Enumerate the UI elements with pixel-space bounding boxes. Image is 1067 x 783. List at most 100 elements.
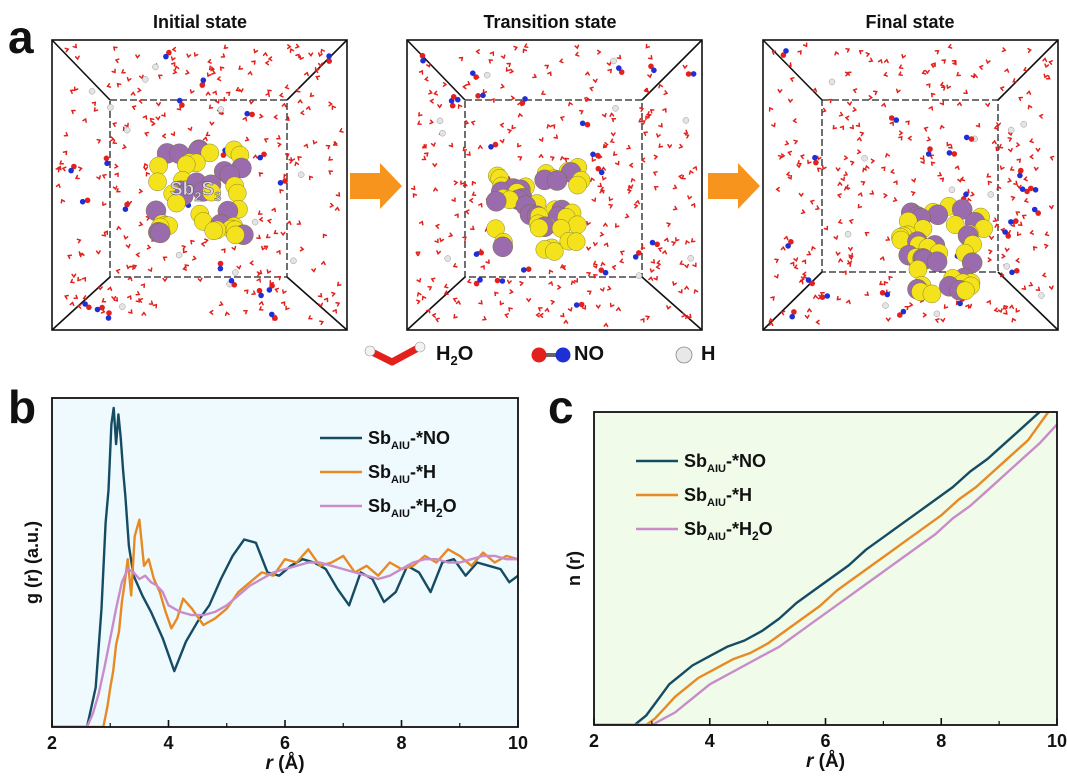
water-molecule xyxy=(151,121,156,127)
water-molecule xyxy=(653,275,658,281)
water-molecule xyxy=(783,235,789,241)
water-molecule xyxy=(1048,285,1054,291)
s-atom xyxy=(200,143,220,163)
water-molecule xyxy=(78,166,83,172)
water-molecule xyxy=(162,277,168,283)
water-molecule xyxy=(939,100,945,106)
water-molecule xyxy=(835,251,841,257)
water-molecule xyxy=(548,269,554,275)
water-molecule xyxy=(71,273,77,279)
water-molecule xyxy=(471,191,477,197)
water-molecule xyxy=(1017,221,1023,227)
arrow-icon xyxy=(708,163,760,209)
water-molecule xyxy=(257,210,263,215)
water-molecule xyxy=(285,305,290,311)
water-molecule xyxy=(282,289,287,295)
water-molecule xyxy=(993,307,999,313)
hydrogen-atom xyxy=(175,251,183,259)
water-molecule xyxy=(111,295,117,301)
water-molecule xyxy=(535,312,540,318)
water-molecule xyxy=(685,239,690,245)
water-molecule xyxy=(560,263,566,269)
water-molecule xyxy=(928,105,934,111)
water-molecule xyxy=(646,113,651,119)
water-molecule xyxy=(97,285,103,291)
no-molecule xyxy=(1031,206,1041,216)
water-molecule xyxy=(112,185,118,191)
no-molecule xyxy=(105,310,112,321)
water-molecule xyxy=(452,297,458,303)
water-molecule xyxy=(210,66,216,72)
water-molecule xyxy=(182,266,188,271)
water-molecule xyxy=(453,180,459,186)
x-tick-label: 4 xyxy=(163,733,173,753)
water-molecule xyxy=(815,319,820,325)
hydrogen-atom xyxy=(142,76,149,83)
no-molecule xyxy=(879,290,891,298)
water-molecule xyxy=(469,225,475,230)
state-title-final: Final state xyxy=(865,12,955,32)
water-molecule xyxy=(72,43,78,49)
water-molecule xyxy=(602,222,608,227)
s-atom xyxy=(148,172,167,192)
no-molecule xyxy=(963,134,975,142)
water-molecule xyxy=(627,189,632,194)
water-molecule xyxy=(681,312,687,318)
no-molecule xyxy=(521,266,532,273)
no-molecule xyxy=(217,260,224,272)
water-molecule xyxy=(645,315,651,321)
water-molecule xyxy=(517,112,523,118)
water-molecule xyxy=(114,172,119,178)
water-molecule xyxy=(1044,63,1050,69)
water-molecule xyxy=(1009,166,1015,171)
water-molecule xyxy=(78,251,84,257)
water-molecule xyxy=(957,177,963,183)
no-molecule xyxy=(266,282,275,293)
series-line-0 xyxy=(52,406,518,727)
water-molecule xyxy=(538,312,544,318)
water-molecule xyxy=(311,268,317,273)
water-molecule xyxy=(106,83,112,88)
water-molecule xyxy=(568,101,573,107)
water-molecule xyxy=(251,60,256,65)
water-molecule xyxy=(77,276,82,282)
water-molecule xyxy=(640,157,646,163)
water-molecule xyxy=(112,46,118,51)
series-line-2 xyxy=(52,554,518,727)
water-molecule xyxy=(1048,204,1054,210)
water-molecule xyxy=(837,219,843,224)
water-molecule xyxy=(319,320,325,326)
water-molecule xyxy=(314,68,320,74)
water-molecule xyxy=(140,283,146,289)
water-molecule xyxy=(834,50,840,56)
no-molecule xyxy=(122,201,130,212)
water-molecule xyxy=(475,49,481,55)
water-molecule xyxy=(258,300,264,306)
water-molecule xyxy=(101,174,107,179)
water-molecule xyxy=(883,193,888,199)
water-molecule xyxy=(181,245,187,250)
water-molecule xyxy=(864,164,870,170)
simulation-box-initial xyxy=(51,39,348,331)
water-molecule xyxy=(966,197,972,203)
water-molecule xyxy=(872,90,878,96)
water-molecule xyxy=(63,294,69,300)
water-molecule xyxy=(299,55,304,61)
water-molecule xyxy=(193,52,199,58)
water-molecule xyxy=(614,160,620,166)
water-molecule xyxy=(768,317,774,323)
hydrogen-atom xyxy=(635,272,643,279)
water-molecule xyxy=(1016,184,1022,190)
water-molecule xyxy=(951,59,957,65)
water-molecule xyxy=(965,303,970,309)
water-molecule xyxy=(780,245,786,251)
water-molecule xyxy=(236,265,242,270)
water-molecule xyxy=(116,82,122,88)
water-molecule xyxy=(95,250,101,255)
water-molecule xyxy=(895,88,901,94)
water-molecule xyxy=(832,124,838,130)
water-molecule xyxy=(284,84,290,90)
water-molecule xyxy=(209,121,215,126)
water-molecule xyxy=(189,89,195,94)
water-molecule xyxy=(836,295,842,301)
